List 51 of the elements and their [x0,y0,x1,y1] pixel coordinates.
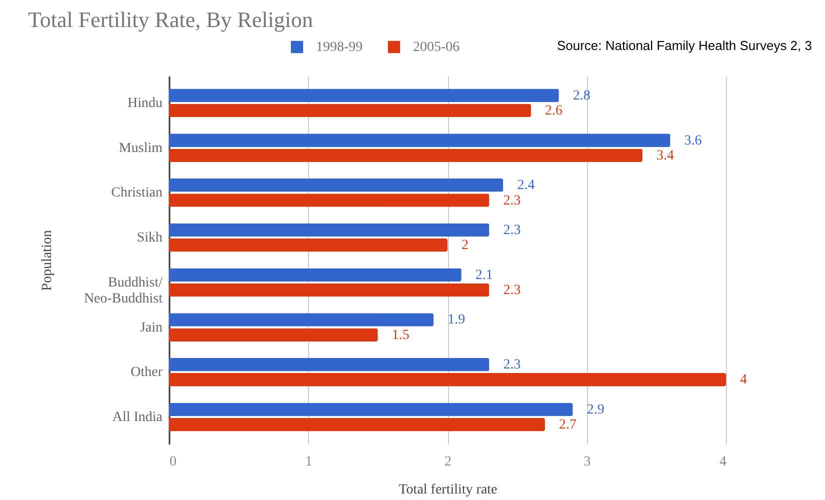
bar [169,194,490,207]
bar [169,313,434,326]
data-label: 4 [740,372,747,388]
data-label: 2.8 [572,88,590,104]
y-axis-title: Population [40,230,55,291]
data-label: 2.3 [503,193,521,208]
data-label: 1.9 [448,312,466,328]
data-label: 2.7 [558,418,576,433]
x-tick-label: 1 [305,454,312,470]
legend-label: 1998-99 [316,40,363,55]
legend-label: 2005-06 [413,40,460,55]
data-label: 2.1 [475,268,493,283]
bar [169,402,573,416]
y-tick-label: Muslim [118,140,163,156]
x-tick-label: 4 [720,454,726,470]
x-axis-title: Total fertility rate [398,482,498,498]
y-tick-label: Sikh [136,230,162,246]
data-label: 2.3 [503,282,521,298]
y-tick-label: All India [112,410,164,426]
y-tick-label: Christian [111,186,162,201]
y-tick-label: Jain [140,320,162,336]
y-tick-label: Buddhist/ Neo-Buddhist [84,275,163,306]
bar [169,238,448,252]
data-label: 2.3 [503,223,521,238]
data-label: 3.4 [656,148,674,164]
bar [169,283,490,297]
data-label: 2.9 [586,402,604,418]
data-label: 2.4 [517,178,535,194]
y-tick-label: Hindu [128,96,162,111]
bar [169,104,532,118]
y-tick-label: Other [130,365,163,380]
bar [169,358,490,372]
x-tick-label: 2 [444,454,452,470]
bar [169,88,559,102]
data-label: 2.3 [503,358,521,373]
bar [169,223,490,237]
data-label: 3.6 [684,133,702,148]
data-label: 2 [462,238,468,254]
chart-title: Total Fertility Rate, By Religion [28,7,314,32]
data-label: 2.6 [545,104,563,119]
source-note: Source: National Family Health Surveys 2, 3 [556,38,812,53]
bar [169,268,462,282]
bar [169,148,642,162]
bar [169,134,670,147]
bar [169,328,378,342]
data-label: 1.5 [392,328,410,343]
bar [169,178,504,192]
bar [169,373,726,386]
bar [169,418,545,432]
x-tick-label: 3 [584,454,591,470]
x-tick-label: 0 [170,454,176,470]
